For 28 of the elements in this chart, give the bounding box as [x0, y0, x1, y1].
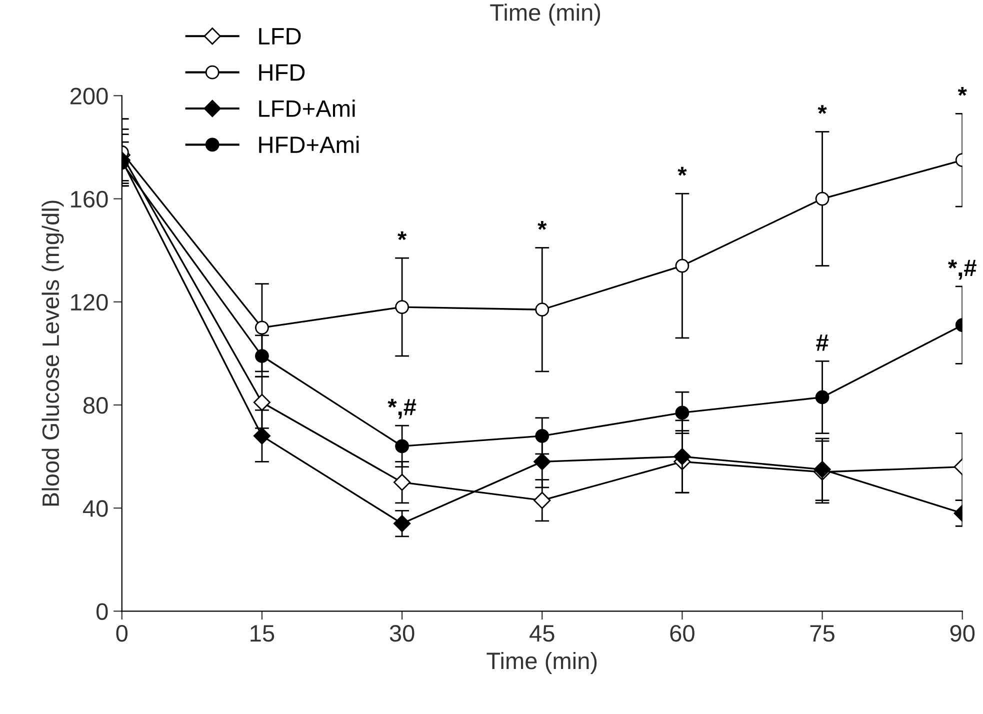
legend-label: HFD+Ami: [259, 136, 359, 153]
y-tick-label: 120: [71, 294, 108, 311]
x-tick-label: 30: [390, 625, 414, 642]
y-tick-label: 160: [71, 190, 108, 208]
x-tick-label: 90: [950, 625, 975, 642]
annotation: *: [538, 221, 547, 230]
annotation: *: [818, 105, 827, 114]
x-tick-label: 75: [810, 625, 834, 642]
x-tick-label: 0: [116, 625, 128, 642]
y-axis-title: Blood Glucose Levels (mg/dl): [42, 200, 64, 506]
annotation: *: [398, 231, 407, 240]
y-tick-label: 40: [82, 500, 108, 517]
annotation: *: [678, 166, 687, 176]
text: Time (min): [490, 4, 600, 26]
annotation: *: [958, 87, 967, 96]
x-tick-label: 15: [250, 625, 274, 642]
legend-label: LFD+Ami: [259, 100, 355, 117]
y-tick-label: 200: [70, 88, 108, 104]
annotation: *,#: [948, 260, 976, 280]
annotation: #: [816, 334, 828, 351]
x-tick-label: 45: [530, 625, 554, 642]
annotation: *,#: [388, 398, 416, 419]
legend-label: HFD: [259, 64, 305, 81]
legend-label: LFD: [259, 28, 301, 44]
y-tick-label: 80: [83, 397, 108, 414]
y-tick-label: 0: [96, 603, 108, 620]
x-axis-title: Time (min): [486, 652, 597, 674]
x-tick-label: 60: [670, 625, 694, 642]
